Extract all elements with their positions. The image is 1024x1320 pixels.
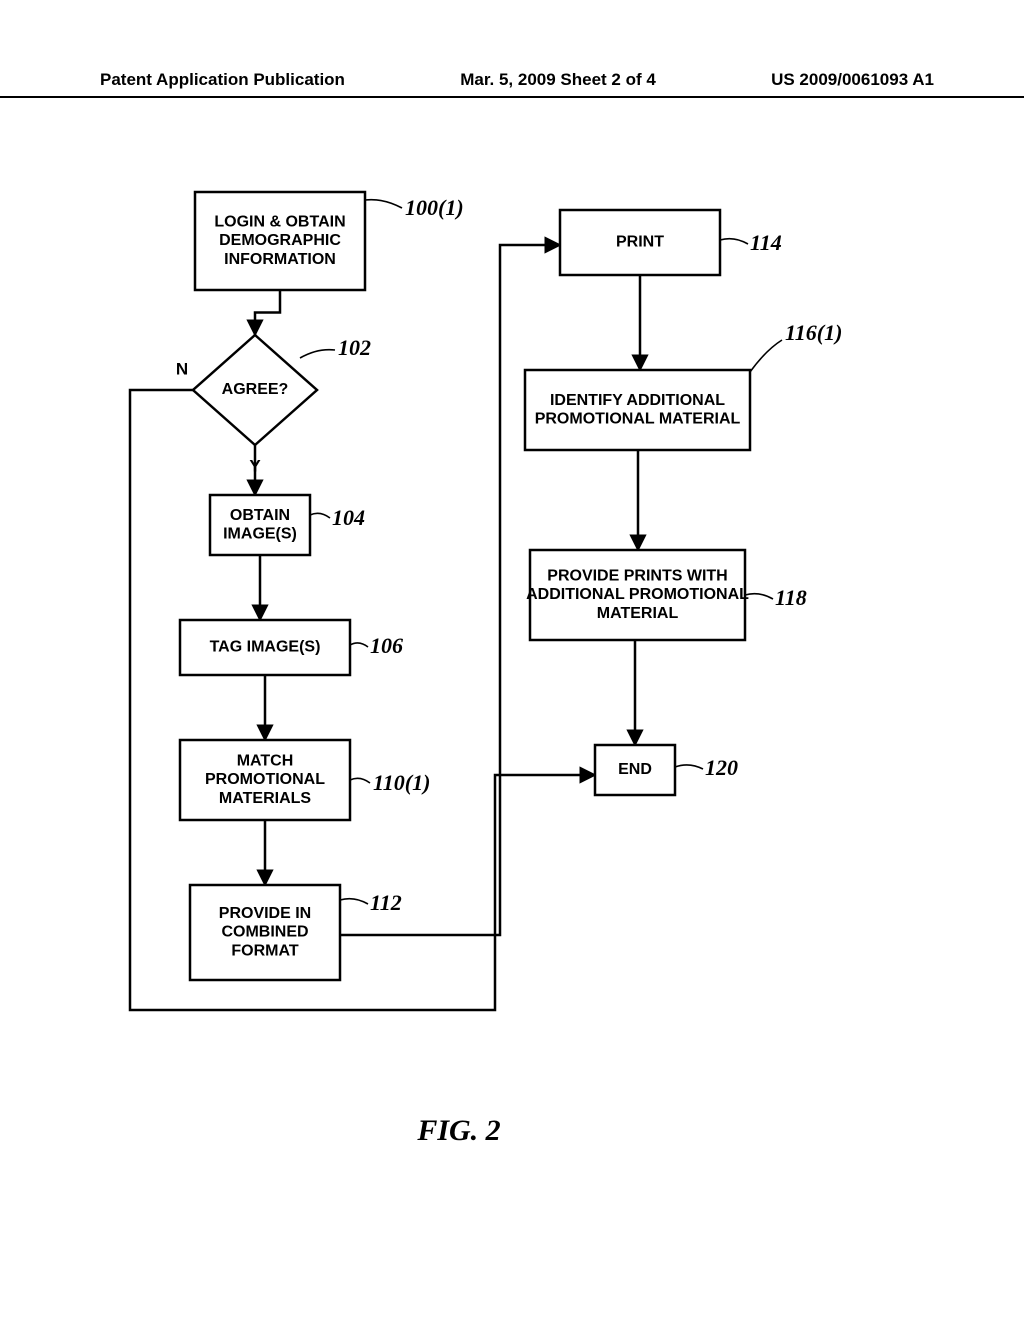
flow-label: PROMOTIONAL [205, 771, 325, 788]
leader-line [340, 899, 368, 904]
leader-line [750, 340, 782, 372]
ref-label: 118 [775, 585, 807, 610]
ref-label: 120 [705, 755, 738, 780]
leader-line [300, 350, 335, 358]
flow-label: MATERIAL [597, 605, 679, 622]
decision-no-label: N [176, 359, 188, 378]
edge [255, 290, 280, 335]
flow-label: LOGIN & OBTAIN [214, 213, 345, 230]
leader-line [675, 765, 703, 769]
leader-line [310, 513, 330, 518]
ref-label: 106 [370, 633, 403, 658]
flow-label: COMBINED [221, 924, 308, 941]
patent-page: Patent Application Publication Mar. 5, 2… [0, 0, 1024, 1320]
flow-label: DEMOGRAPHIC [219, 232, 341, 249]
ref-label: 112 [370, 890, 402, 915]
flow-label: IMAGE(S) [223, 526, 297, 543]
leader-line [720, 239, 748, 244]
flow-label: FORMAT [231, 943, 298, 960]
flow-label: END [618, 761, 652, 778]
flow-label: AGREE? [222, 381, 289, 398]
ref-label: 114 [750, 230, 782, 255]
flow-label: MATCH [237, 752, 294, 769]
leader-line [350, 778, 370, 783]
ref-label: 104 [332, 505, 365, 530]
flowchart-svg: LOGIN & OBTAIN DEMOGRAPHIC INFORMATION 100(… [0, 0, 1024, 1320]
ref-label: 100(1) [405, 195, 464, 220]
ref-label: 102 [338, 335, 371, 360]
flow-label: ADDITIONAL PROMOTIONAL [526, 586, 749, 603]
flow-label: TAG IMAGE(S) [210, 639, 321, 656]
flow-label: INFORMATION [224, 251, 336, 268]
leader-line [745, 594, 773, 599]
ref-label: 116(1) [785, 320, 842, 345]
flow-label: PROVIDE PRINTS WITH [547, 567, 727, 584]
ref-label: 110(1) [373, 770, 430, 795]
flow-label: MATERIALS [219, 790, 311, 807]
flow-label: PROMOTIONAL MATERIAL [535, 411, 741, 428]
leader-line [365, 200, 402, 208]
flow-label: OBTAIN [230, 507, 290, 524]
flow-label: PROVIDE IN [219, 905, 311, 922]
flow-label: IDENTIFY ADDITIONAL [550, 392, 725, 409]
flow-label: PRINT [616, 234, 664, 251]
figure-label: FIG. 2 [416, 1114, 500, 1147]
decision-yes-label: Y [249, 456, 261, 475]
leader-line [350, 643, 368, 647]
